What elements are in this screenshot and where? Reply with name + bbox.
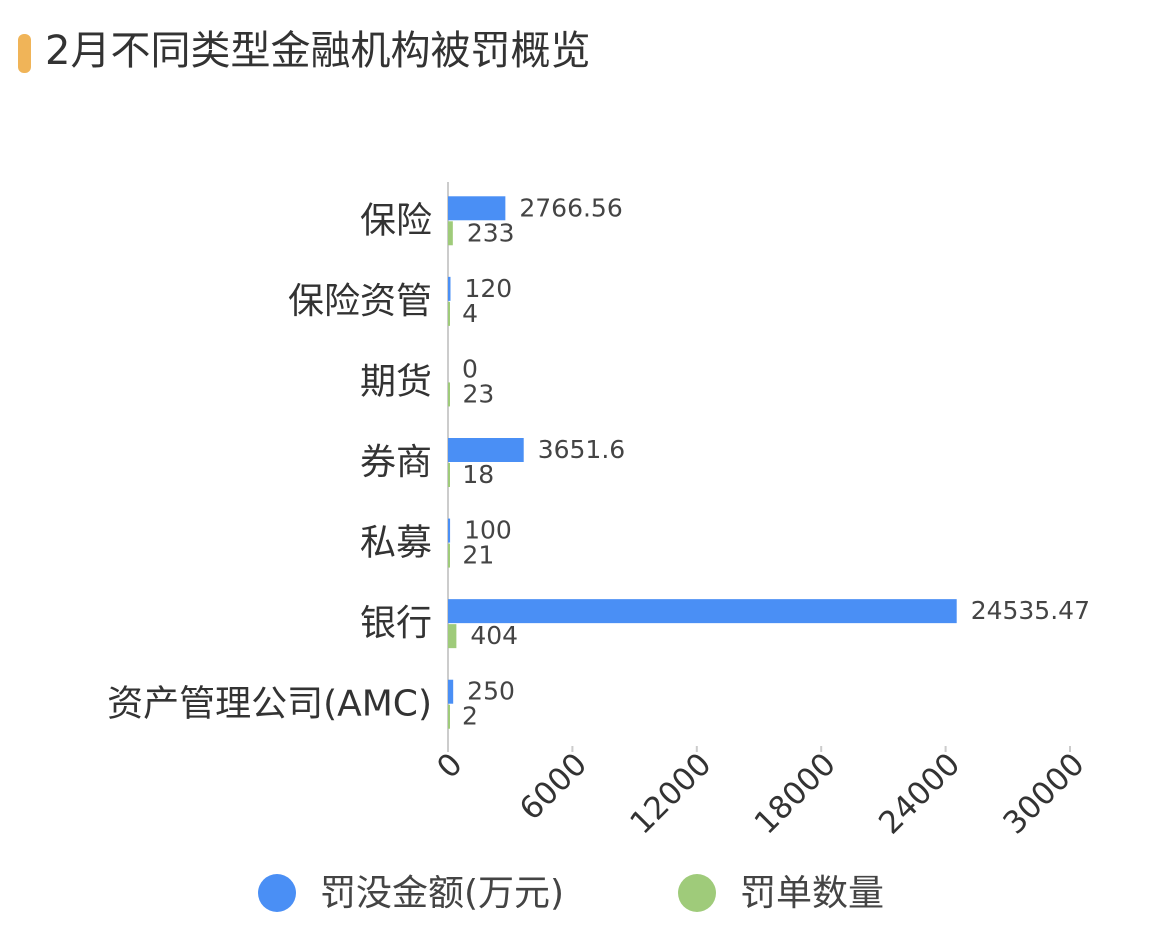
value-label: 23: [462, 379, 494, 408]
bar: [448, 704, 450, 729]
bar: [448, 624, 457, 649]
legend-marker: [258, 874, 296, 912]
value-label: 250: [467, 677, 515, 706]
bar: [448, 599, 957, 624]
value-label: 4: [462, 299, 478, 328]
x-tick-label: 12000: [623, 746, 718, 841]
bar: [448, 196, 506, 221]
y-tick-label: 保险: [360, 200, 432, 241]
legend-marker: [678, 874, 716, 912]
value-label: 233: [467, 218, 515, 247]
x-tick-label: 18000: [748, 746, 843, 841]
value-label: 2: [462, 702, 478, 731]
bar: [448, 543, 450, 568]
bar: [448, 518, 451, 543]
bar: [448, 679, 454, 704]
value-label: 2766.56: [519, 193, 622, 222]
value-label: 21: [462, 541, 494, 570]
value-label: 18: [462, 460, 494, 489]
x-tick-label: 6000: [513, 746, 594, 827]
bar: [448, 438, 524, 462]
y-tick-label: 券商: [360, 442, 432, 483]
x-tick-label: 30000: [996, 746, 1091, 841]
y-tick-label: 资产管理公司(AMC): [107, 684, 432, 725]
y-tick-label: 保险资管: [288, 281, 432, 322]
value-label: 0: [462, 354, 478, 383]
y-tick-label: 银行: [360, 603, 432, 644]
legend-label: 罚没金额(万元): [320, 873, 564, 914]
y-tick-label: 私募: [360, 523, 432, 564]
bar: [448, 301, 450, 326]
bar: [448, 382, 450, 407]
value-label: 120: [464, 274, 512, 303]
chart-title: 2月不同类型金融机构被罚概览: [45, 28, 590, 74]
title-accent: [18, 34, 31, 73]
x-tick-label: 24000: [872, 746, 967, 841]
value-label: 3651.6: [538, 435, 625, 464]
y-tick-label: 期货: [360, 361, 432, 402]
value-label: 100: [464, 516, 512, 545]
bar: [448, 221, 453, 246]
x-tick-label: 0: [430, 746, 469, 785]
value-label: 24535.47: [971, 596, 1090, 625]
bar: [448, 276, 451, 301]
legend-label: 罚单数量: [740, 873, 884, 914]
value-label: 404: [470, 621, 518, 650]
bar: [448, 463, 450, 487]
